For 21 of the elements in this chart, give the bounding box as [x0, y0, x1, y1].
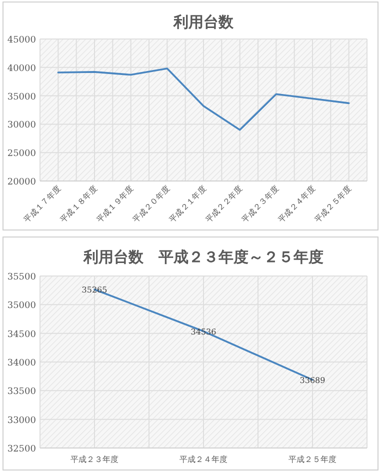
x-tick-label: 平成２５年度 [288, 455, 336, 464]
y-tick-label: 30000 [7, 120, 36, 131]
x-tick-label: 平成２３年度 [70, 455, 118, 464]
y-tick-label: 25000 [7, 149, 36, 160]
y-tick-label: 35500 [7, 272, 36, 282]
y-tick-label: 33000 [7, 416, 36, 426]
chart-title: 利用台数 平成２３年度～２５年度 [82, 248, 324, 266]
data-label: 33689 [300, 376, 326, 385]
y-tick-label: 45000 [7, 36, 36, 46]
y-tick-label: 32500 [7, 444, 36, 454]
y-tick-label: 35000 [7, 92, 36, 102]
chart-title: 利用台数 [172, 13, 234, 31]
line-series [57, 68, 350, 131]
data-label: 35265 [82, 285, 108, 294]
y-tick-label: 34000 [7, 358, 36, 368]
x-tick-label: 平成２４年度 [180, 455, 228, 464]
y-tick-label: 33500 [7, 387, 36, 398]
y-tick-label: 40000 [7, 64, 36, 74]
y-tick-label: 34500 [7, 330, 36, 340]
y-tick-label: 35000 [7, 301, 36, 312]
y-tick-label: 20000 [7, 178, 36, 188]
